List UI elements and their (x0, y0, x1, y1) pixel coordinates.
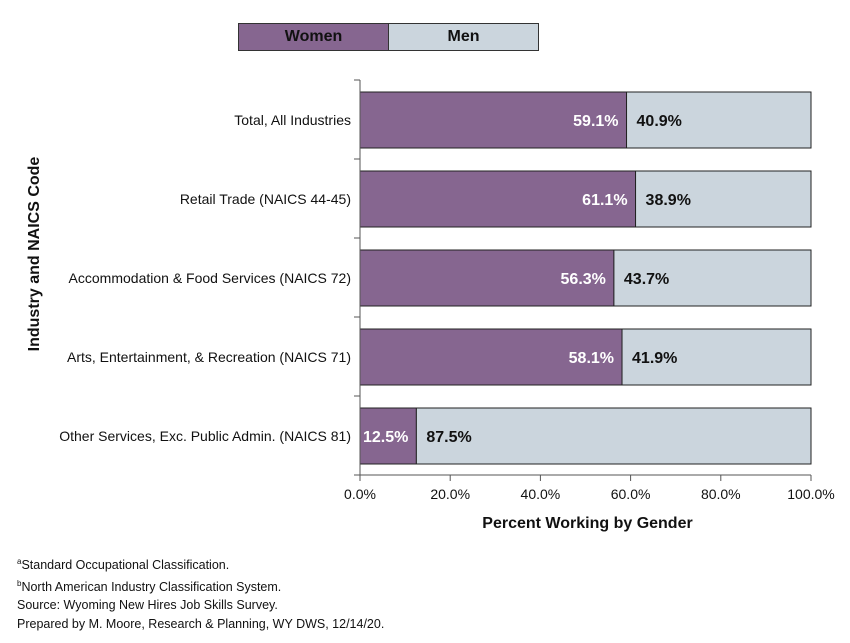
footnote-a: aStandard Occupational Classification. (17, 553, 384, 575)
bar-women (359, 407, 417, 465)
category-label: Accommodation & Food Services (NAICS 72) (69, 270, 351, 286)
bar-women (359, 91, 628, 149)
data-label-women: 59.1% (573, 113, 618, 130)
y-axis-title: Industry and NAICS Code (26, 157, 43, 352)
bar-women (359, 249, 615, 307)
legend: Women Men (238, 23, 539, 51)
footnotes: aStandard Occupational Classification. b… (17, 553, 384, 633)
x-tick-label: 60.0% (611, 486, 651, 502)
data-label-men: 43.7% (624, 271, 669, 288)
footnote-b-marker: b (17, 578, 22, 588)
legend-men: Men (388, 24, 538, 50)
footnote-prepared: Prepared by M. Moore, Research & Plannin… (17, 616, 385, 631)
data-label-men: 38.9% (646, 192, 691, 209)
x-axis-title: Percent Working by Gender (482, 515, 692, 532)
legend-women: Women (239, 24, 388, 50)
bar-men (415, 407, 812, 465)
data-label-women: 12.5% (363, 429, 408, 446)
stacked-bar-chart: Total, All Industries 59.1% 40.9% Retail Tr… (26, 79, 835, 532)
data-label-women: 58.1% (569, 350, 614, 367)
x-tick-label: 80.0% (701, 486, 741, 502)
footnote-source: Source: Wyoming New Hires Job Skills Sur… (17, 598, 278, 612)
x-tick-label: 40.0% (521, 486, 561, 502)
category-label: Retail Trade (NAICS 44-45) (180, 191, 351, 207)
bar-men (635, 170, 812, 228)
data-label-men: 87.5% (426, 429, 471, 446)
bar-men (613, 249, 812, 307)
footnote-b: bNorth American Industry Classification … (17, 575, 384, 597)
data-label-men: 41.9% (632, 350, 677, 367)
x-tick-label: 100.0% (787, 486, 834, 502)
x-tick-label: 0.0% (344, 486, 376, 502)
bar-men (626, 91, 812, 149)
footnote-a-marker: a (17, 557, 22, 566)
footnote-b-text: North American Industry Classification S… (21, 579, 282, 594)
category-label: Total, All Industries (234, 112, 351, 128)
x-tick-label: 20.0% (430, 486, 470, 502)
data-label-women: 56.3% (561, 271, 606, 288)
category-label: Arts, Entertainment, & Recreation (NAICS… (67, 349, 351, 365)
category-label: Other Services, Exc. Public Admin. (NAIC… (59, 428, 351, 444)
bar-men (621, 328, 812, 386)
data-label-men: 40.9% (637, 113, 682, 130)
footnote-a-text: Standard Occupational Classification. (21, 558, 230, 572)
bar-women (359, 328, 623, 386)
data-label-women: 61.1% (582, 192, 627, 209)
